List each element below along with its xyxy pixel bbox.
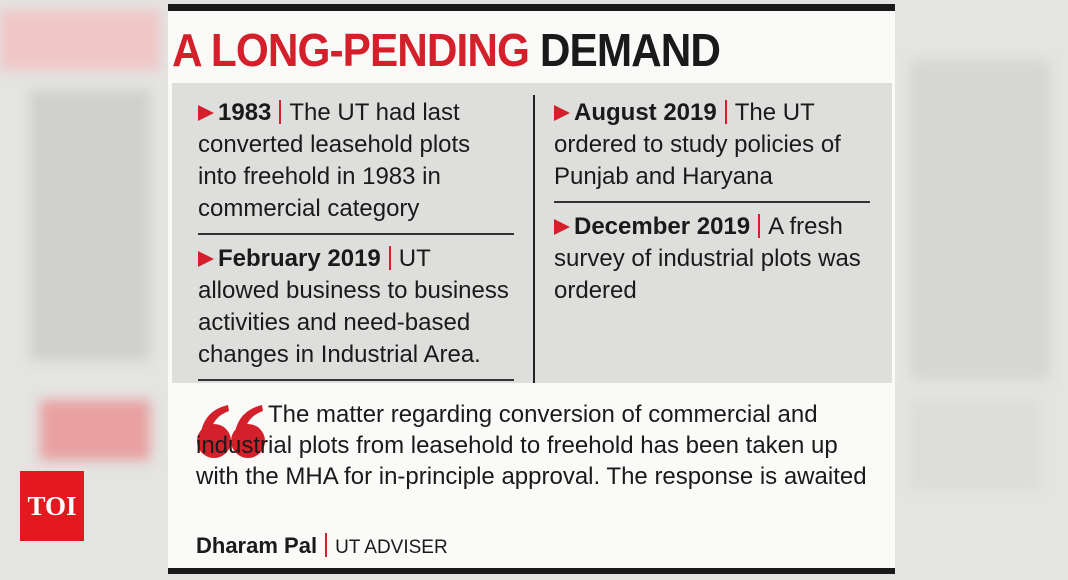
- infographic-card: A LONG-PENDING DEMAND 1983 The UT had las…: [168, 4, 895, 574]
- separator: [388, 246, 391, 270]
- entry-date: December 2019: [574, 213, 751, 240]
- background-blur: [0, 10, 160, 70]
- separator: [325, 533, 328, 557]
- background-blur: [40, 400, 150, 460]
- timeline-entry: February 2019 UT allowed business to busi…: [198, 241, 514, 381]
- entry-text: UT allowed business to business activiti…: [198, 245, 509, 368]
- entry-text: The UT ordered to study policies of Punj…: [554, 99, 841, 190]
- arrow-icon: [554, 219, 570, 235]
- headline-black: DEMAND: [539, 24, 721, 76]
- arrow-icon: [198, 251, 214, 267]
- background-blur: [910, 60, 1050, 380]
- timeline-box: 1983 The UT had last converted leasehold …: [172, 83, 892, 383]
- separator: [724, 100, 727, 124]
- timeline-entry: December 2019 A fresh survey of industria…: [554, 209, 870, 315]
- timeline-entry: 1983 The UT had last converted leasehold …: [198, 95, 514, 235]
- quote-text: The matter regarding conversion of comme…: [196, 401, 867, 490]
- separator: [758, 214, 761, 238]
- separator: [279, 100, 282, 124]
- entry-date: August 2019: [574, 99, 717, 126]
- headline-red: A LONG-PENDING: [172, 24, 530, 76]
- speaker-role: UT ADVISER: [335, 537, 448, 558]
- arrow-icon: [198, 105, 214, 121]
- logo: TOI: [20, 471, 84, 541]
- timeline-entry: August 2019 The UT ordered to study polic…: [554, 95, 870, 203]
- attribution: Dharam Pal UT ADVISER: [196, 533, 448, 559]
- entry-text: The UT had last converted leasehold plot…: [198, 99, 471, 222]
- arrow-icon: [554, 105, 570, 121]
- background-blur: [30, 90, 150, 360]
- quote-mark: [197, 405, 265, 458]
- headline: A LONG-PENDING DEMAND: [172, 24, 721, 76]
- entry-text: A fresh survey of industrial plots was o…: [554, 213, 861, 304]
- speaker-name: Dharam Pal: [196, 533, 318, 558]
- entry-date: 1983: [218, 99, 272, 126]
- background-blur: [910, 400, 1040, 490]
- entry-date: February 2019: [218, 245, 381, 272]
